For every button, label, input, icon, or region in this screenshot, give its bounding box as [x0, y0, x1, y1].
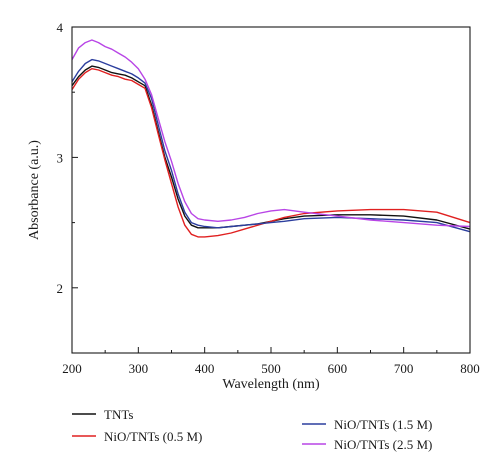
- x-tick-label: 700: [394, 361, 414, 376]
- y-axis-title: Absorbance (a.u.): [27, 140, 42, 240]
- plot-lines: [71, 39, 471, 238]
- y-tick-label: 2: [57, 281, 64, 296]
- x-tick-label: 400: [195, 361, 215, 376]
- x-tick-label: 800: [460, 361, 480, 376]
- x-tick-label: 600: [328, 361, 348, 376]
- plot-frame: [71, 26, 471, 354]
- series-line-1: [71, 65, 471, 230]
- y-tick-label: 4: [57, 20, 64, 35]
- legend-label-3: NiO/TNTs (1.5 M): [334, 417, 432, 432]
- x-axis-title: Wavelength (nm): [222, 377, 320, 392]
- legend: TNTs NiO/TNTs (0.5 M) NiO/TNTs (1.5 M) NiO/…: [72, 407, 432, 452]
- x-tick-label: 500: [261, 361, 281, 376]
- x-tick-label: 200: [62, 361, 82, 376]
- legend-label-2: NiO/TNTs (0.5 M): [104, 429, 202, 444]
- legend-label-1: TNTs: [104, 407, 133, 422]
- ticks: 200 300 400 500 600 700 800 2 3 4: [57, 20, 480, 376]
- series-line-4: [71, 39, 471, 228]
- x-tick-label: 300: [129, 361, 149, 376]
- y-tick-label: 3: [57, 150, 64, 165]
- series-line-2: [71, 68, 471, 238]
- legend-label-4: NiO/TNTs (2.5 M): [334, 437, 432, 452]
- series-line-3: [71, 58, 471, 233]
